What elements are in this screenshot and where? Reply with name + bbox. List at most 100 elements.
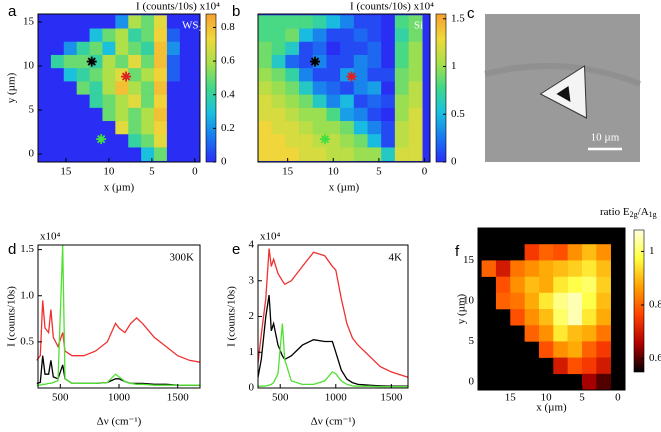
x-tick-label: 15 <box>60 166 72 178</box>
heatmap-cell <box>367 107 382 122</box>
heatmap-cell <box>154 147 168 161</box>
heatmap-cell <box>102 81 116 95</box>
heatmap-cell <box>381 81 396 95</box>
heatmap-cell <box>63 54 77 69</box>
heatmap-cell <box>89 107 103 122</box>
heatmap-cell <box>581 244 597 261</box>
heatmap-cell <box>394 134 409 148</box>
panel-letter: a <box>8 3 17 20</box>
heatmap-cell <box>553 341 568 358</box>
heatmap-cell <box>38 94 52 109</box>
colorbar-label-part: 2g <box>630 210 638 219</box>
heatmap-cell <box>408 81 423 95</box>
heatmap-cell <box>326 134 341 148</box>
y-tick-label: 1.5 <box>20 243 34 255</box>
heatmap-cell <box>538 309 554 326</box>
y-tick-label: 3 <box>249 274 255 286</box>
heatmap-cell <box>394 15 409 29</box>
heatmap-cell <box>538 260 554 277</box>
heatmap-cell <box>50 134 65 148</box>
x-axis-label: x (µm) <box>536 402 567 414</box>
heatmap-cell <box>538 341 554 358</box>
spectrum-line <box>36 300 201 363</box>
x-axis-label: x (µm) <box>104 182 135 194</box>
heatmap-cell <box>553 260 568 277</box>
heatmap-cell <box>340 107 355 122</box>
heatmap-cell <box>394 68 409 82</box>
heatmap-cell <box>154 68 168 82</box>
heatmap-cell <box>166 147 181 161</box>
plot-frame <box>37 244 201 389</box>
heatmap-cell <box>258 54 272 69</box>
heatmap-cell <box>166 94 181 109</box>
y-tick-label: 4 <box>249 239 255 251</box>
heatmap-cell <box>353 147 368 161</box>
panel-letter: b <box>232 3 240 20</box>
x-tick-label: 0 <box>615 392 621 404</box>
heatmap-cell <box>166 28 181 43</box>
colorbar-tick-label: 0 <box>451 156 457 168</box>
heatmap-cell <box>567 260 583 277</box>
heatmap-cell <box>271 147 286 161</box>
heatmap-cell <box>367 134 382 148</box>
heatmap-cell <box>408 121 423 135</box>
heatmap-cell <box>115 147 129 161</box>
marker <box>86 56 97 67</box>
heatmap-cell <box>102 134 116 148</box>
heatmap-cell <box>510 292 525 310</box>
heatmap-cell <box>179 28 193 43</box>
heatmap-cell <box>89 28 103 43</box>
heatmap-cell <box>299 134 314 148</box>
colorbar-tick-label: 0.5 <box>451 108 465 120</box>
heatmap-cell <box>154 81 168 95</box>
heatmap-cell <box>394 107 409 122</box>
heatmap-cell <box>50 94 65 109</box>
heatmap-cell <box>567 276 583 294</box>
heatmap-cell <box>381 147 396 161</box>
heatmap-cell <box>524 260 540 277</box>
heatmap-cell <box>538 325 554 342</box>
plot-frame <box>257 244 409 389</box>
heatmap-cell <box>299 121 314 135</box>
heatmap-cell <box>76 54 90 69</box>
heatmap-cell <box>102 94 116 109</box>
heatmap-cell <box>299 147 314 161</box>
heatmap-cell <box>76 94 90 109</box>
heatmap-cell <box>128 121 142 135</box>
heatmap-cell <box>115 41 129 56</box>
heatmap-cell <box>179 107 193 122</box>
heatmap-cell <box>538 292 554 310</box>
colorbar-tick-label: 1 <box>649 245 655 257</box>
heatmap-cell <box>128 68 142 82</box>
heatmap-cell <box>353 121 368 135</box>
heatmap-cell <box>63 41 77 56</box>
heatmap-cell <box>154 107 168 122</box>
heatmap-cell <box>102 41 116 56</box>
sample-label: WS₂ <box>182 20 203 32</box>
heatmap-cell <box>581 373 597 391</box>
spectrum-line <box>36 355 200 386</box>
heatmap-cell <box>408 107 423 122</box>
x-tick-label: 1500 <box>167 392 190 404</box>
x-tick-label: 10 <box>103 166 115 178</box>
heatmap-cell <box>258 68 272 82</box>
plot-frame <box>477 227 626 391</box>
y-tick-label: 15 <box>23 15 35 27</box>
heatmap-cell <box>154 54 168 69</box>
heatmap-cell <box>553 325 568 342</box>
heatmap-cell <box>367 54 382 69</box>
x-tick-label: 1500 <box>380 392 403 404</box>
colorbar-label: ratio E2g/A1g <box>600 206 657 219</box>
heatmap-cell <box>38 134 52 148</box>
y-tick-label: 1 <box>249 346 255 358</box>
heatmap-cell <box>76 68 90 82</box>
heatmap-cell <box>408 28 423 43</box>
y-tick-label: 5 <box>469 335 475 347</box>
axis-multiplier: x10⁴ <box>40 231 61 243</box>
heatmap-cell <box>50 68 65 82</box>
heatmap-cell <box>154 28 168 43</box>
heatmap-cell <box>312 107 327 122</box>
heatmap-cell <box>326 41 341 56</box>
heatmap-cell <box>367 121 382 135</box>
y-tick-label: 15 <box>463 254 475 266</box>
